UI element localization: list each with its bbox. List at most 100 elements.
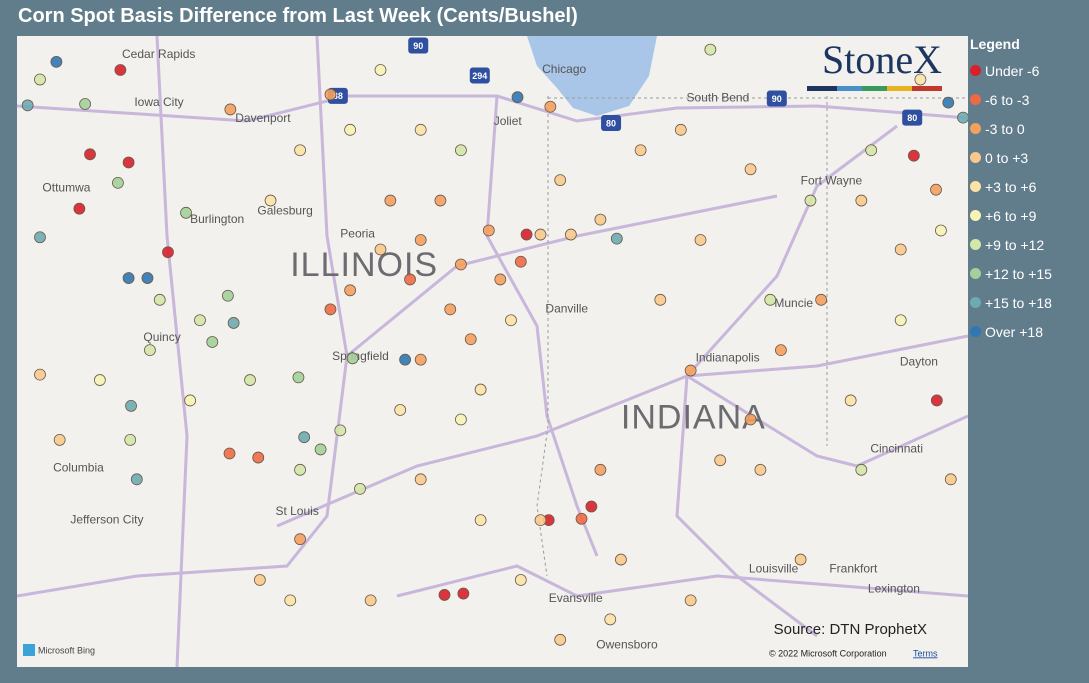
location-dot [474, 514, 487, 527]
location-dot [364, 594, 377, 607]
location-dot [907, 149, 920, 162]
location-dot [455, 413, 467, 426]
state-label: ILLINOIS [290, 246, 438, 284]
location-dot [344, 123, 357, 136]
map-canvas: ILLINOIS INDIANA Cedar Rapids Iowa City Dave… [17, 36, 968, 667]
legend-swatch [970, 94, 981, 105]
legend-swatch [970, 181, 981, 192]
highway-shield [902, 109, 923, 126]
location-dot [53, 433, 66, 446]
location-dot [50, 55, 63, 68]
map[interactable]: ILLINOIS INDIANA Cedar Rapids Iowa City Dave… [17, 36, 968, 667]
location-dot [294, 144, 306, 157]
legend-item[interactable]: Under -6 [970, 56, 1052, 85]
highway-number: 80 [907, 113, 917, 123]
location-dot [79, 98, 92, 110]
location-dot [474, 383, 487, 396]
location-dot [674, 123, 687, 136]
legend: Legend Under -6 -6 to -3 -3 to 0 0 to +3 +3 … [970, 36, 1052, 346]
location-dot [610, 232, 623, 245]
highway-number: 294 [472, 71, 487, 81]
legend-item[interactable]: -6 to -3 [970, 85, 1052, 114]
location-dot [855, 463, 868, 476]
location-dot [244, 374, 256, 386]
legend-item[interactable]: -3 to 0 [970, 114, 1052, 143]
city-label: Louisville [749, 561, 799, 575]
location-dot [298, 431, 311, 444]
legend-label: -3 to 0 [985, 120, 1025, 137]
location-dot [399, 353, 412, 366]
location-dot [434, 194, 447, 207]
location-dot [374, 243, 387, 256]
location-dot [21, 99, 34, 112]
state-label: INDIANA [621, 398, 766, 436]
legend-swatch [970, 268, 981, 279]
location-dot [634, 144, 647, 157]
city-label: Dayton [900, 355, 938, 369]
location-dot [374, 64, 387, 76]
legend-swatch [970, 326, 981, 337]
location-dot [957, 111, 968, 124]
location-dot [464, 333, 477, 346]
legend-item[interactable]: +12 to +15 [970, 259, 1052, 288]
city-label: Galesburg [257, 204, 312, 218]
city-label: Burlington [190, 212, 244, 226]
legend-label: +3 to +6 [985, 178, 1037, 195]
location-dot [122, 156, 135, 169]
location-dot [455, 144, 467, 157]
location-dot [130, 473, 143, 486]
location-dot [125, 399, 137, 412]
location-dot [84, 148, 96, 161]
location-dot [414, 123, 427, 136]
location-dot [223, 447, 236, 460]
legend-item[interactable]: Over +18 [970, 317, 1052, 346]
highway-number: 90 [772, 94, 782, 104]
location-dot [815, 293, 828, 306]
location-dot [334, 424, 347, 437]
location-dot [894, 243, 907, 256]
city-label: Cincinnati [870, 442, 923, 456]
location-dot [744, 413, 757, 426]
city-label: Quincy [143, 330, 180, 344]
location-dot [324, 88, 337, 101]
legend-item[interactable]: +3 to +6 [970, 172, 1052, 201]
location-dot [544, 100, 557, 113]
location-dot [930, 183, 942, 196]
legend-label: +12 to +15 [985, 265, 1052, 282]
legend-item[interactable]: +6 to +9 [970, 201, 1052, 230]
city-label: Jefferson City [70, 512, 143, 526]
location-dot [414, 473, 427, 486]
location-dot [865, 144, 878, 157]
highway-shield [469, 67, 490, 84]
location-dot [684, 594, 697, 607]
legend-item[interactable]: +9 to +12 [970, 230, 1052, 259]
location-dot [253, 574, 266, 586]
legend-label: Over +18 [985, 323, 1043, 340]
bing-icon [23, 644, 35, 656]
location-dot [894, 314, 907, 327]
city-label: Springfield [332, 349, 389, 363]
location-dot [654, 293, 667, 306]
city-label: St Louis [275, 504, 318, 518]
city-label: Columbia [53, 461, 104, 475]
location-dot [34, 231, 46, 244]
location-dot [34, 73, 46, 86]
location-dot [694, 234, 707, 246]
terms-link[interactable]: Terms [913, 648, 938, 658]
city-label: South Bend [687, 91, 750, 105]
legend-item[interactable]: 0 to +3 [970, 143, 1052, 172]
city-label: Evansville [549, 591, 603, 605]
location-dot [414, 353, 427, 366]
location-dot [744, 163, 757, 176]
legend-item[interactable]: +15 to +18 [970, 288, 1052, 317]
legend-swatch [970, 210, 981, 221]
location-dot [844, 394, 857, 407]
logo-bar [807, 86, 942, 91]
location-dot [935, 224, 947, 237]
location-dot [604, 613, 617, 626]
city-label: Chicago [542, 62, 586, 76]
bing: Microsoft Bing [38, 645, 95, 655]
location-dot [346, 352, 359, 365]
highway-shield [408, 37, 429, 54]
